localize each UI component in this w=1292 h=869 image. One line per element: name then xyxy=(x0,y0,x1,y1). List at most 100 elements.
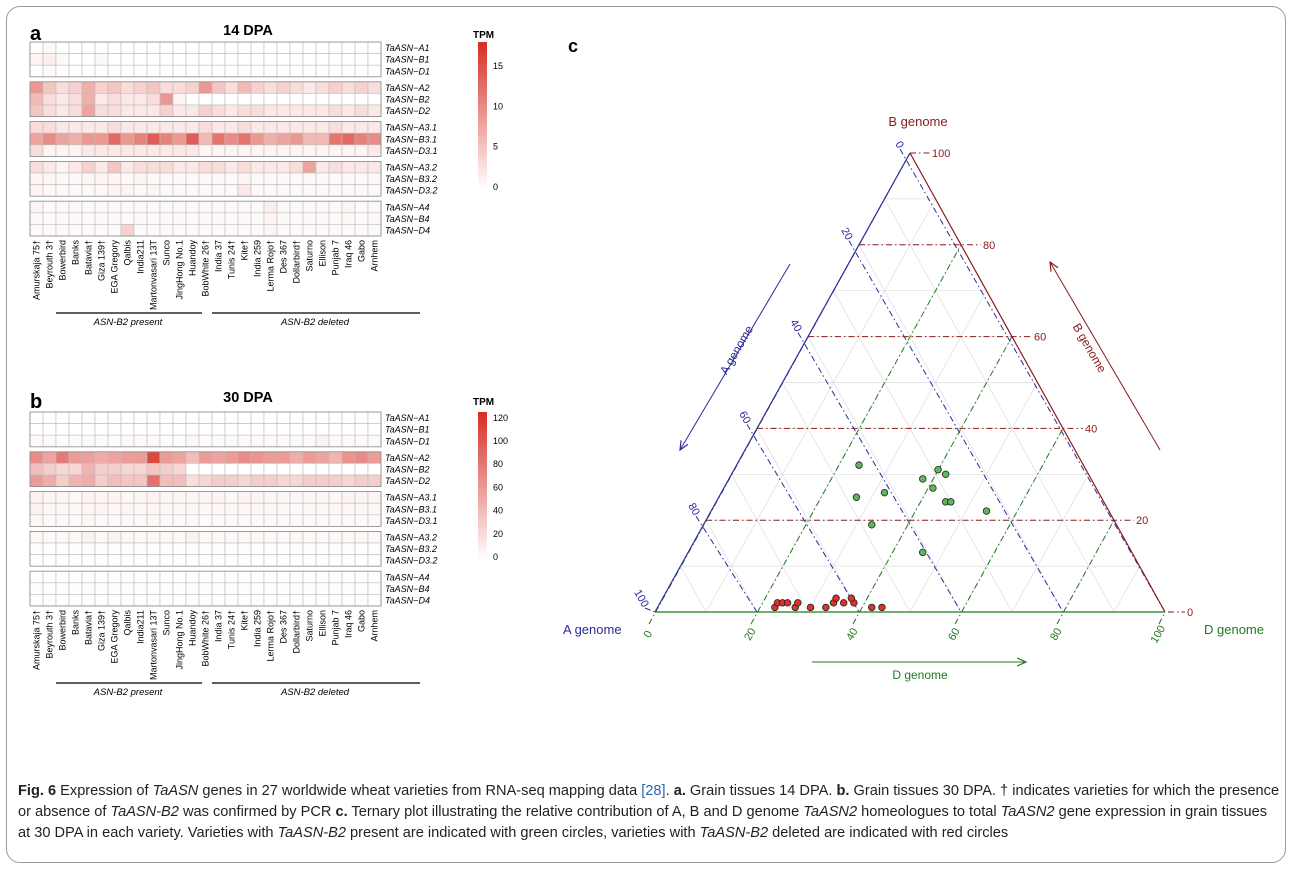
legend-gradient-step xyxy=(478,502,487,507)
variety-label: Huandoy xyxy=(188,240,198,277)
variety-label: Ellison xyxy=(318,240,328,267)
heatmap-cell xyxy=(289,121,304,134)
heatmap-cell xyxy=(302,53,317,66)
heatmap-cell xyxy=(29,132,44,146)
legend-gradient-step xyxy=(478,509,487,514)
heatmap-cell xyxy=(107,104,122,117)
heatmap-cell xyxy=(107,41,122,54)
group-label-present: ASN-B2 present xyxy=(93,317,163,328)
heatmap-cell xyxy=(302,93,317,106)
b-axis-tick: 80 xyxy=(983,240,995,252)
heatmap-cell xyxy=(94,161,109,174)
heatmap-cell xyxy=(68,41,83,54)
heatmap-cell xyxy=(263,474,278,487)
legend-gradient-step xyxy=(478,520,487,525)
heatmap-cell xyxy=(354,554,369,567)
tpm-legend-title: TPM xyxy=(473,30,494,41)
gene-label: TaASN−A1 xyxy=(385,413,429,423)
heatmap-cell xyxy=(328,451,343,464)
heatmap-cell xyxy=(341,491,356,504)
heatmap-cell xyxy=(224,411,239,424)
heatmap-cell xyxy=(172,491,187,504)
heatmap-cell xyxy=(224,531,239,544)
heatmap-cell xyxy=(94,200,109,214)
heatmap-cell xyxy=(81,554,96,567)
grid-line xyxy=(782,382,911,613)
heatmap-cell xyxy=(289,411,304,424)
heatmap-cell xyxy=(81,184,96,197)
heatmap-cell xyxy=(29,451,44,464)
legend-gradient-step xyxy=(478,49,487,54)
legend-tick-label: 5 xyxy=(493,142,498,152)
heatmap-cell xyxy=(276,434,291,448)
heatmap-cell xyxy=(94,411,109,424)
variety-label: India 37 xyxy=(214,240,224,272)
heatmap-cell xyxy=(146,554,161,567)
heatmap-cell xyxy=(250,121,265,134)
heatmap-cell xyxy=(185,132,200,146)
heatmap-cell xyxy=(367,423,382,436)
heatmap-cell xyxy=(172,104,187,117)
variety-label: Dollarbird† xyxy=(292,240,302,284)
heatmap-block-outline xyxy=(29,41,382,78)
heatmap-cell xyxy=(68,531,83,544)
heatmap-cell xyxy=(354,64,369,78)
gene-label: TaASN−D1 xyxy=(385,436,430,446)
present-point xyxy=(942,470,950,478)
heatmap-cell xyxy=(367,64,382,78)
heatmap-cell xyxy=(276,531,291,544)
heatmap-cell xyxy=(341,474,356,487)
heatmap-cell xyxy=(224,451,239,464)
heatmap-cell xyxy=(315,224,330,237)
deleted-point xyxy=(878,603,886,612)
grid-line xyxy=(1011,474,1089,613)
heatmap-cell xyxy=(120,64,135,78)
heatmap-cell xyxy=(198,64,213,78)
a-gridline xyxy=(848,240,1064,613)
heatmap-cell xyxy=(94,594,109,607)
heatmap-cell xyxy=(120,542,135,555)
d-gridline xyxy=(750,244,962,625)
heatmap-cell xyxy=(224,184,239,197)
legend-tick-label: 15 xyxy=(493,61,503,71)
heatmap-cell xyxy=(42,81,57,94)
heatmap-cell xyxy=(94,41,109,54)
legend-gradient-step xyxy=(478,183,487,188)
variety-label: Kite† xyxy=(240,240,250,261)
present-point xyxy=(855,461,863,469)
heatmap-cell xyxy=(120,121,135,134)
legend-gradient-step xyxy=(478,419,487,424)
heatmap-cell xyxy=(185,463,200,476)
heatmap-cell xyxy=(289,200,304,214)
heatmap-cell xyxy=(263,463,278,476)
heatmap-cell xyxy=(159,104,174,117)
caption-reference-link[interactable]: [28] xyxy=(641,783,666,799)
heatmap-cell xyxy=(198,423,213,436)
heatmap-cell xyxy=(42,554,57,567)
heatmap-cell xyxy=(224,491,239,504)
heatmap-cell xyxy=(185,531,200,544)
heatmap-cell xyxy=(68,104,83,117)
heatmap-cell xyxy=(81,570,96,584)
heatmap-cell xyxy=(120,491,135,504)
legend-gradient-step xyxy=(478,132,487,137)
heatmap-cell xyxy=(302,121,317,134)
heatmap-cell xyxy=(250,531,265,544)
heatmap-cell xyxy=(29,582,44,595)
heatmap-cell xyxy=(55,161,70,174)
heatmap-cell xyxy=(42,451,57,464)
heatmap-cell xyxy=(354,104,369,117)
heatmap-cell xyxy=(302,200,317,214)
heatmap-cell xyxy=(354,491,369,504)
heatmap-cell xyxy=(276,491,291,504)
heatmap-cell xyxy=(68,200,83,214)
heatmap-cell xyxy=(133,184,148,197)
legend-gradient-step xyxy=(478,531,487,536)
heatmap-cell xyxy=(42,491,57,504)
heatmap-cell xyxy=(159,53,174,66)
heatmap-cell xyxy=(107,502,122,516)
heatmap-cell xyxy=(55,184,70,197)
heatmap-cell xyxy=(29,474,44,487)
heatmap-cell xyxy=(133,434,148,448)
heatmap-cell xyxy=(133,423,148,436)
